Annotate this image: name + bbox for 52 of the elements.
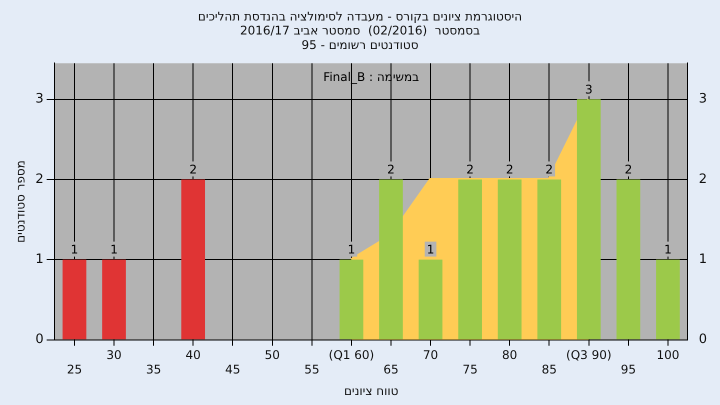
bar [340, 260, 364, 340]
x-tick-label: 35 [146, 362, 162, 377]
x-tick-label: 25 [66, 362, 82, 377]
x-axis-title: טווח ציונים [344, 384, 399, 398]
y2-tick-label: 0 [698, 332, 708, 348]
y-tick-label: 2 [35, 172, 44, 187]
bar [616, 179, 640, 340]
y-tick-label: 1 [35, 252, 44, 267]
data-label: 2 [466, 162, 474, 176]
data-label: 3 [584, 82, 593, 96]
chart-title: היסטוגרמת ציונים בקורס - מעבדה לסימולציה בהנדסת תהליכים [198, 9, 522, 24]
bar [379, 179, 403, 340]
x-tick-label: (Q3 90) [566, 348, 612, 362]
x-tick-label: 55 [304, 362, 320, 377]
x-tick-label: 45 [225, 362, 240, 377]
data-label: 2 [624, 162, 632, 176]
chart-subtitle: בסמסטר (02/2016) סמסטר אביב 2016/17 סטודנטים רשומים - 95 [240, 24, 480, 52]
data-label: 2 [545, 162, 554, 176]
bar [498, 179, 522, 340]
y2-tick-label: 1 [698, 252, 708, 267]
data-label: 2 [506, 162, 514, 176]
data-label: 1 [70, 242, 78, 257]
y2-tick-label: 2 [698, 172, 708, 187]
x-tick-label: 50 [264, 348, 280, 362]
bar [458, 179, 482, 340]
bar [537, 179, 562, 340]
x-tick-label: 70 [422, 348, 438, 362]
x-tick-label: 95 [620, 362, 636, 377]
x-tick-label: 100 [656, 348, 680, 362]
bar [418, 260, 442, 340]
y-tick-label: 0 [35, 332, 44, 348]
data-label: 2 [189, 162, 197, 176]
y-tick-label: 3 [35, 92, 44, 107]
x-tick-label: 30 [106, 348, 122, 362]
data-label: 1 [348, 242, 356, 257]
data-label: 2 [387, 162, 395, 176]
data-label: 1 [664, 242, 672, 257]
x-tick-label: 40 [186, 348, 201, 362]
y2-tick-label: 3 [698, 92, 708, 107]
bar [181, 179, 206, 340]
y-axis-title: מספר סטודנטים [13, 160, 28, 243]
bar [656, 260, 680, 340]
bar [576, 99, 601, 340]
x-tick-label: 85 [542, 362, 557, 377]
bar [102, 260, 126, 340]
data-label: 1 [110, 242, 118, 257]
x-tick-label: 80 [502, 348, 518, 362]
x-tick-label: 75 [462, 362, 478, 377]
x-tick-label: 65 [383, 362, 399, 377]
data-label: 1 [426, 242, 434, 257]
bar [62, 260, 86, 340]
x-tick-label: (Q1 60) [328, 348, 374, 362]
